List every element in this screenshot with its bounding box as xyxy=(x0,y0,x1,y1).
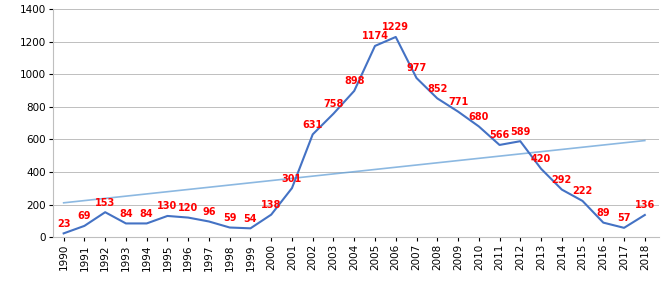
Text: 977: 977 xyxy=(406,64,427,74)
Text: 136: 136 xyxy=(635,200,655,210)
Text: 130: 130 xyxy=(157,201,178,211)
Text: 23: 23 xyxy=(57,219,71,229)
Text: 84: 84 xyxy=(119,209,133,219)
Text: 120: 120 xyxy=(178,203,198,213)
Text: 138: 138 xyxy=(261,200,282,210)
Text: 96: 96 xyxy=(202,207,216,217)
Text: 59: 59 xyxy=(223,213,236,223)
Text: 898: 898 xyxy=(344,76,364,86)
Text: 89: 89 xyxy=(597,208,610,218)
Text: 222: 222 xyxy=(572,186,593,196)
Text: 758: 758 xyxy=(323,99,344,109)
Text: 420: 420 xyxy=(531,154,551,164)
Text: 566: 566 xyxy=(490,130,509,140)
Text: 852: 852 xyxy=(427,84,448,94)
Text: 84: 84 xyxy=(140,209,153,219)
Text: 301: 301 xyxy=(282,174,302,184)
Text: 1174: 1174 xyxy=(362,31,388,41)
Text: 153: 153 xyxy=(95,198,115,208)
Text: 292: 292 xyxy=(551,175,572,185)
Text: 54: 54 xyxy=(244,214,257,224)
Text: 680: 680 xyxy=(469,112,489,122)
Text: 589: 589 xyxy=(510,127,530,136)
Text: 1229: 1229 xyxy=(382,22,409,33)
Text: 771: 771 xyxy=(448,97,468,107)
Text: 57: 57 xyxy=(617,213,631,223)
Text: 631: 631 xyxy=(302,120,323,130)
Text: 69: 69 xyxy=(78,211,91,221)
